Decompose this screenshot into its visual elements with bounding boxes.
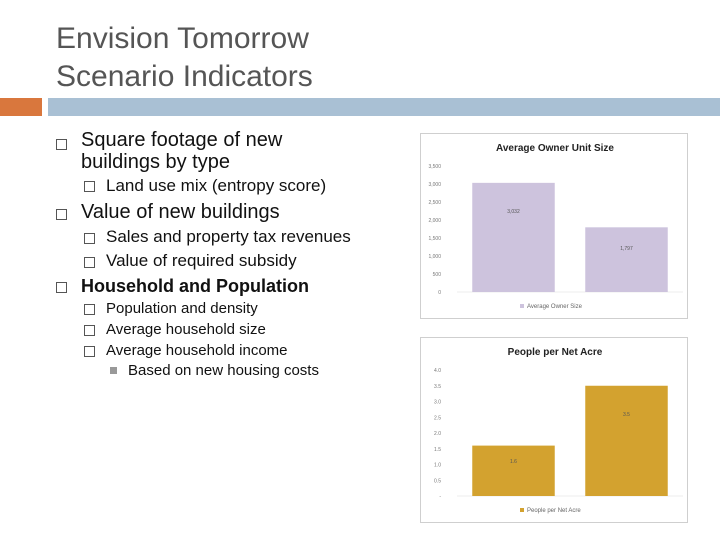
data-label: 3,032: [507, 209, 520, 215]
y-tick-label: 3,500: [428, 164, 441, 170]
bullet-3-3: Average household income: [106, 342, 288, 359]
y-tick-label: 3,000: [428, 182, 441, 188]
bar: [472, 445, 555, 496]
chart-2-svg: People per Net Acre - 0.5 1.0 1.5 2.0 2.5 3.0 3.…: [434, 347, 683, 514]
y-tick-label: 1.0: [434, 463, 441, 469]
y-tick-label: 2,500: [428, 200, 441, 206]
chart-1-svg: Average Owner Unit Size 0 500 1,000 1,500 2,0…: [428, 143, 683, 310]
bullet-box-icon: [84, 257, 95, 268]
y-tick-label: 3.0: [434, 400, 441, 406]
y-tick-label: 3.5: [434, 384, 441, 390]
bullet-box-icon: [84, 346, 95, 357]
bullet-1-1: Land use mix (entropy score): [106, 176, 327, 195]
bullet-2: Value of new buildings: [81, 201, 280, 223]
legend-swatch: [520, 304, 524, 308]
chart-title: Average Owner Unit Size: [496, 143, 614, 154]
title-line-1: Envision Tomorrow: [56, 22, 309, 55]
accent-bar-orange: [0, 98, 42, 116]
y-tick-label: 1,000: [428, 254, 441, 260]
y-tick-label: -: [439, 494, 441, 500]
y-tick-label: 2,000: [428, 218, 441, 224]
bullet-box-icon: [84, 181, 95, 192]
data-label: 1,797: [620, 246, 633, 252]
y-tick-label: 2.5: [434, 415, 441, 421]
bar: [585, 227, 668, 292]
accent-bar-blue: [48, 98, 720, 116]
bar: [472, 182, 555, 292]
slide-title: Envision Tomorrow Scenario Indicators: [56, 20, 616, 96]
legend-label: People per Net Acre: [527, 508, 581, 514]
bar: [585, 385, 668, 496]
y-tick-label: 0: [438, 290, 441, 296]
data-label: 3.5: [623, 412, 630, 418]
chart-average-owner-unit-size: Average Owner Unit Size 0 500 1,000 1,500 2,0…: [420, 133, 688, 319]
bullet-3-2: Average household size: [106, 321, 266, 338]
bullet-box-icon: [56, 282, 67, 293]
bullet-box-icon: [84, 304, 95, 315]
title-line-2: Scenario Indicators: [56, 60, 313, 93]
bullet-1: Square footage of new: [81, 129, 283, 151]
y-tick-label: 500: [433, 272, 442, 278]
y-tick-label: 4.0: [434, 368, 441, 374]
bullet-box-icon: [56, 209, 67, 220]
legend-label: Average Owner Size: [527, 304, 583, 310]
chart-people-per-net-acre: People per Net Acre - 0.5 1.0 1.5 2.0 2.5 3.0 3.…: [420, 337, 688, 523]
chart-title: People per Net Acre: [508, 347, 603, 358]
bullet-box-icon: [84, 233, 95, 244]
bullet-box-icon: [84, 325, 95, 336]
bullet-1-cont: buildings by type: [81, 151, 230, 173]
y-tick-label: 1.5: [434, 447, 441, 453]
bullet-3: Household and Population: [81, 276, 309, 296]
bullet-2-2: Value of required subsidy: [106, 251, 297, 270]
y-tick-label: 2.0: [434, 431, 441, 437]
bullet-2-1: Sales and property tax revenues: [106, 227, 351, 246]
legend-swatch: [520, 508, 524, 512]
bullet-box-icon: [56, 139, 67, 150]
y-tick-label: 0.5: [434, 478, 441, 484]
y-tick-label: 1,500: [428, 236, 441, 242]
bullet-3-1: Population and density: [106, 300, 258, 317]
bullet-square-icon: [110, 367, 117, 374]
bullet-list: Square footage of new buildings by type …: [56, 129, 351, 379]
data-label: 1.6: [510, 459, 517, 465]
bullet-3-3-1: Based on new housing costs: [128, 362, 319, 379]
